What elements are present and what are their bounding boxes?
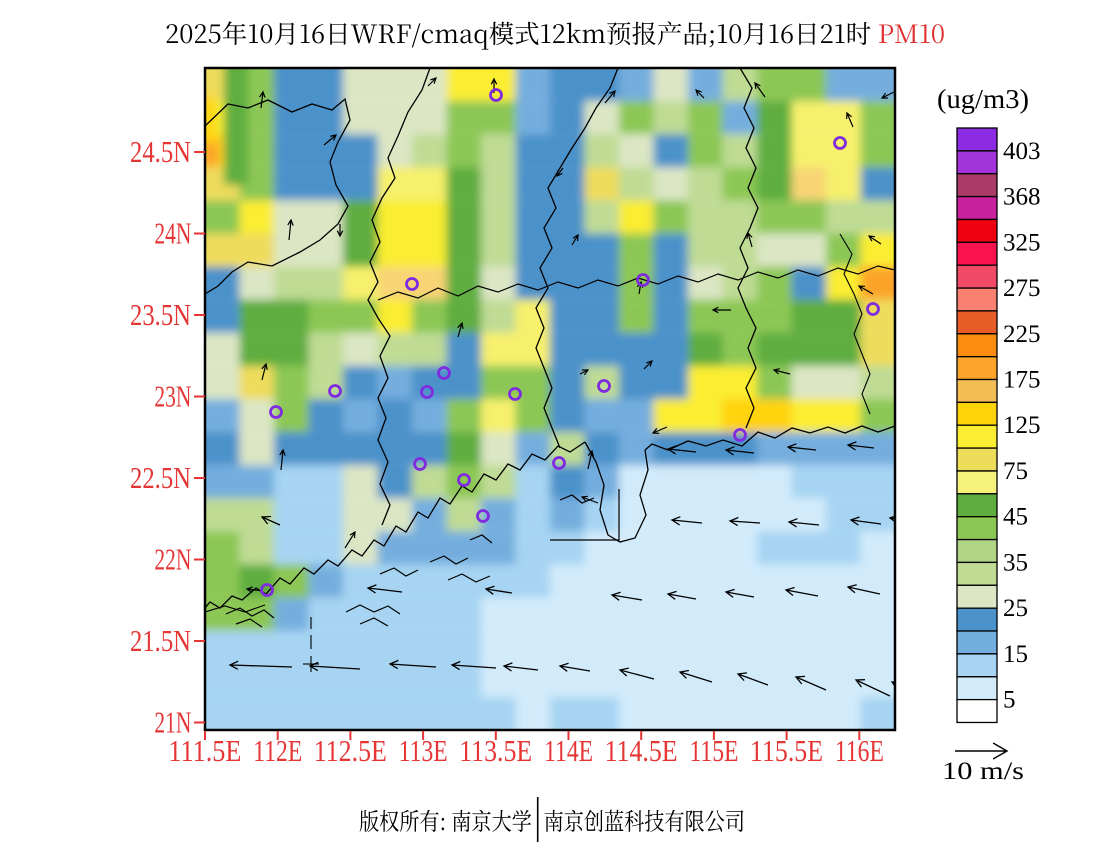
svg-text:113.5E: 113.5E [459,733,532,768]
svg-text:111.5E: 111.5E [168,733,241,768]
svg-text:35: 35 [1003,549,1028,576]
svg-text:(ug/m3): (ug/m3) [937,84,1029,114]
svg-text:113E: 113E [399,733,448,768]
svg-text:275: 275 [1003,275,1041,302]
svg-text:325: 325 [1003,229,1041,256]
svg-text:115.5E: 115.5E [750,733,823,768]
svg-text:23N: 23N [154,379,191,414]
svg-text:24N: 24N [154,216,191,251]
svg-text:23.5N: 23.5N [130,297,191,332]
svg-text:112.5E: 112.5E [314,733,387,768]
svg-text:21.5N: 21.5N [130,623,191,658]
svg-text:116E: 116E [835,733,884,768]
svg-text:112E: 112E [253,733,302,768]
svg-text:24.5N: 24.5N [130,134,191,169]
svg-text:403: 403 [1003,138,1041,165]
svg-text:10 m/s: 10 m/s [942,758,1024,785]
svg-text:125: 125 [1003,412,1041,439]
svg-text:114.5E: 114.5E [605,733,678,768]
svg-text:175: 175 [1003,367,1041,394]
svg-text:21N: 21N [154,705,191,740]
svg-text:114E: 114E [544,733,593,768]
svg-text:45: 45 [1003,504,1028,531]
svg-text:225: 225 [1003,321,1041,348]
svg-text:75: 75 [1003,458,1028,485]
svg-text:22N: 22N [154,542,191,577]
svg-text:368: 368 [1003,184,1041,211]
svg-text:5: 5 [1003,687,1016,714]
svg-text:22.5N: 22.5N [130,460,191,495]
svg-text:115E: 115E [690,733,739,768]
svg-text:15: 15 [1003,641,1028,668]
svg-text:25: 25 [1003,595,1028,622]
